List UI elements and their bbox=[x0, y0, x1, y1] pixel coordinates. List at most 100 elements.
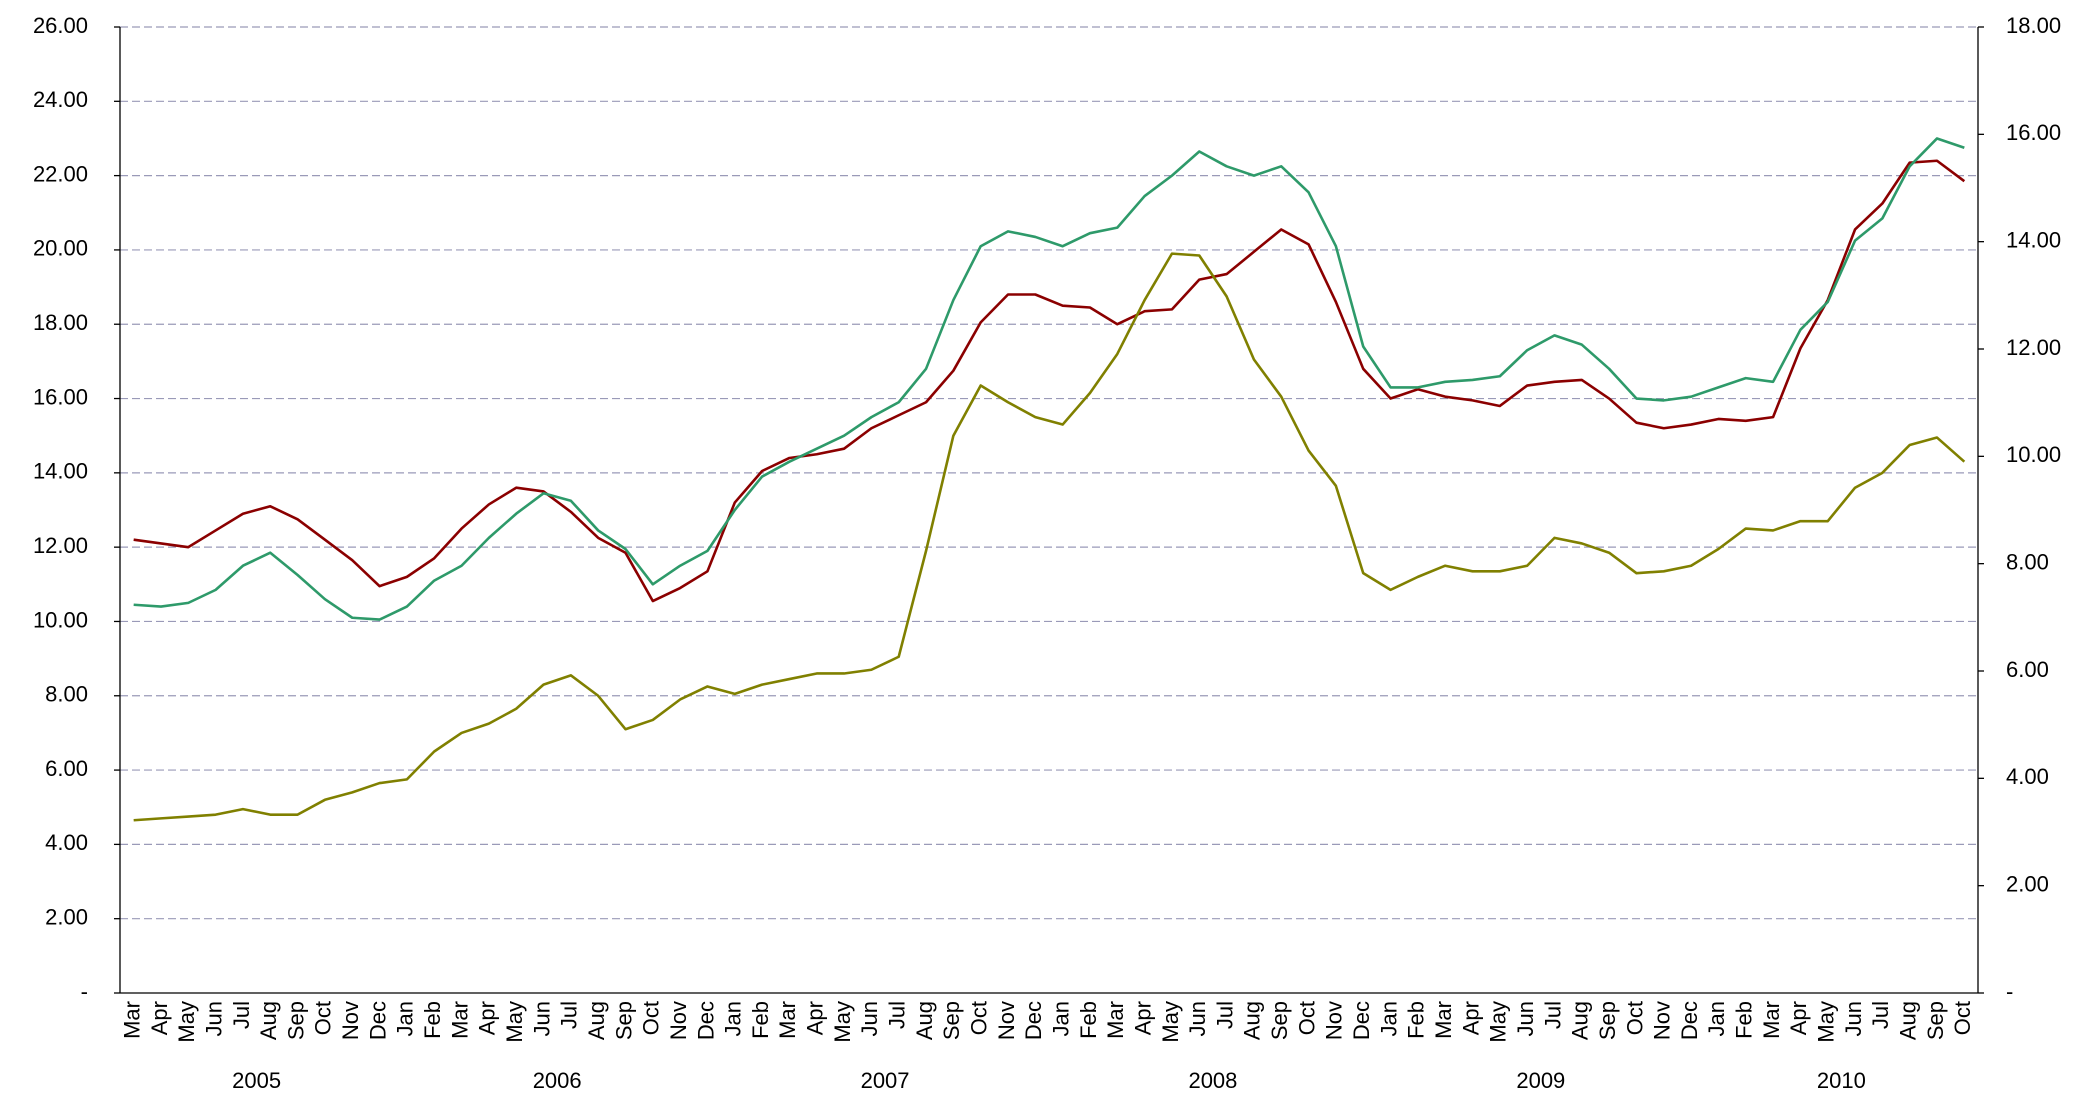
x-tick-label: Sep bbox=[1923, 1001, 1948, 1040]
x-tick-label: Nov bbox=[666, 1001, 691, 1040]
x-tick-label: Oct bbox=[1294, 1001, 1319, 1035]
x-tick-label: Nov bbox=[338, 1001, 363, 1040]
x-tick-label: Sep bbox=[1595, 1001, 1620, 1040]
y-tick-label: 20.00 bbox=[33, 236, 88, 261]
x-tick-label: May bbox=[1486, 1001, 1511, 1043]
x-tick-label: Jan bbox=[721, 1001, 746, 1036]
x-tick-label: Apr bbox=[803, 1001, 828, 1035]
x-tick-label: Jul bbox=[1868, 1001, 1893, 1029]
x-tick-label: Mar bbox=[119, 1001, 144, 1039]
x-tick-label: Sep bbox=[283, 1001, 308, 1040]
x-tick-label: Nov bbox=[994, 1001, 1019, 1040]
x-tick-label: Apr bbox=[1130, 1001, 1155, 1035]
x-tick-label: Oct bbox=[967, 1001, 992, 1035]
y2-tick-label: 8.00 bbox=[2006, 549, 2049, 574]
y2-tick-label: 18.00 bbox=[2006, 13, 2061, 38]
x-tick-label: Mar bbox=[1103, 1001, 1128, 1039]
y2-tick-label: 6.00 bbox=[2006, 657, 2049, 682]
x-tick-label: Apr bbox=[1458, 1001, 1483, 1035]
series-line bbox=[133, 137, 1965, 621]
year-label: 2007 bbox=[861, 1068, 910, 1093]
x-tick-label: Sep bbox=[939, 1001, 964, 1040]
x-tick-label: May bbox=[830, 1001, 855, 1043]
x-tick-label: Jul bbox=[1540, 1001, 1565, 1029]
x-tick-label: Jun bbox=[1185, 1001, 1210, 1036]
x-tick-label: Jan bbox=[1376, 1001, 1401, 1036]
x-tick-label: Aug bbox=[256, 1001, 281, 1040]
x-tick-label: May bbox=[502, 1001, 527, 1043]
x-tick-label: Jan bbox=[393, 1001, 418, 1036]
y-tick-label: 8.00 bbox=[45, 682, 88, 707]
x-tick-label: Mar bbox=[1431, 1001, 1456, 1039]
x-tick-label: Jan bbox=[1704, 1001, 1729, 1036]
x-tick-label: Oct bbox=[639, 1001, 664, 1035]
y2-tick-label: 10.00 bbox=[2006, 442, 2061, 467]
year-label: 2005 bbox=[232, 1068, 281, 1093]
y2-tick-label: 16.00 bbox=[2006, 120, 2061, 145]
x-tick-label: Jun bbox=[1841, 1001, 1866, 1036]
x-tick-label: Aug bbox=[1568, 1001, 1593, 1040]
x-tick-label: Dec bbox=[1021, 1001, 1046, 1040]
x-tick-label: Feb bbox=[748, 1001, 773, 1039]
x-tick-label: Jul bbox=[885, 1001, 910, 1029]
x-tick-label: Oct bbox=[1950, 1001, 1975, 1035]
x-tick-label: Feb bbox=[1732, 1001, 1757, 1039]
x-tick-label: Nov bbox=[1322, 1001, 1347, 1040]
y-tick-label: 16.00 bbox=[33, 384, 88, 409]
x-tick-label: Mar bbox=[775, 1001, 800, 1039]
x-tick-label: Aug bbox=[912, 1001, 937, 1040]
x-tick-label: Apr bbox=[1786, 1001, 1811, 1035]
y2-tick-label: 14.00 bbox=[2006, 227, 2061, 252]
y-tick-label: - bbox=[81, 979, 88, 1004]
y-tick-label: 4.00 bbox=[45, 830, 88, 855]
x-tick-label: Dec bbox=[1349, 1001, 1374, 1040]
series-line bbox=[133, 252, 1966, 822]
year-label: 2009 bbox=[1516, 1068, 1565, 1093]
x-tick-label: Jul bbox=[229, 1001, 254, 1029]
x-tick-label: Mar bbox=[1759, 1001, 1784, 1039]
x-tick-label: Feb bbox=[1076, 1001, 1101, 1039]
series-line bbox=[133, 159, 1966, 603]
x-tick-label: Aug bbox=[584, 1001, 609, 1040]
x-tick-label: Mar bbox=[447, 1001, 472, 1039]
x-tick-label: Sep bbox=[1267, 1001, 1292, 1040]
y-tick-label: 6.00 bbox=[45, 756, 88, 781]
y-tick-label: 26.00 bbox=[33, 13, 88, 38]
y-tick-label: 22.00 bbox=[33, 161, 88, 186]
x-tick-label: Nov bbox=[1650, 1001, 1675, 1040]
x-tick-label: May bbox=[174, 1001, 199, 1043]
x-tick-label: Aug bbox=[1896, 1001, 1921, 1040]
x-tick-label: Oct bbox=[311, 1001, 336, 1035]
year-label: 2006 bbox=[533, 1068, 582, 1093]
y2-tick-label: 2.00 bbox=[2006, 871, 2049, 896]
x-tick-label: Jun bbox=[201, 1001, 226, 1036]
y2-tick-label: - bbox=[2006, 979, 2013, 1004]
y2-tick-label: 12.00 bbox=[2006, 335, 2061, 360]
x-tick-label: Apr bbox=[147, 1001, 172, 1035]
x-tick-label: May bbox=[1158, 1001, 1183, 1043]
year-label: 2010 bbox=[1817, 1068, 1866, 1093]
x-tick-label: Aug bbox=[1240, 1001, 1265, 1040]
x-tick-label: Jul bbox=[557, 1001, 582, 1029]
x-tick-label: May bbox=[1814, 1001, 1839, 1043]
y-tick-label: 18.00 bbox=[33, 310, 88, 335]
x-tick-label: Jul bbox=[1212, 1001, 1237, 1029]
x-tick-label: Dec bbox=[1677, 1001, 1702, 1040]
x-tick-label: Dec bbox=[693, 1001, 718, 1040]
x-tick-label: Jun bbox=[529, 1001, 554, 1036]
x-tick-label: Feb bbox=[420, 1001, 445, 1039]
y-tick-label: 14.00 bbox=[33, 459, 88, 484]
x-tick-label: Dec bbox=[365, 1001, 390, 1040]
y2-tick-label: 4.00 bbox=[2006, 764, 2049, 789]
x-tick-label: Jun bbox=[1513, 1001, 1538, 1036]
y-tick-label: 2.00 bbox=[45, 905, 88, 930]
x-tick-label: Apr bbox=[475, 1001, 500, 1035]
y-tick-label: 10.00 bbox=[33, 607, 88, 632]
x-tick-label: Jun bbox=[857, 1001, 882, 1036]
year-label: 2008 bbox=[1188, 1068, 1237, 1093]
x-tick-label: Sep bbox=[611, 1001, 636, 1040]
x-tick-label: Jan bbox=[1048, 1001, 1073, 1036]
x-tick-label: Feb bbox=[1404, 1001, 1429, 1039]
y-tick-label: 24.00 bbox=[33, 87, 88, 112]
